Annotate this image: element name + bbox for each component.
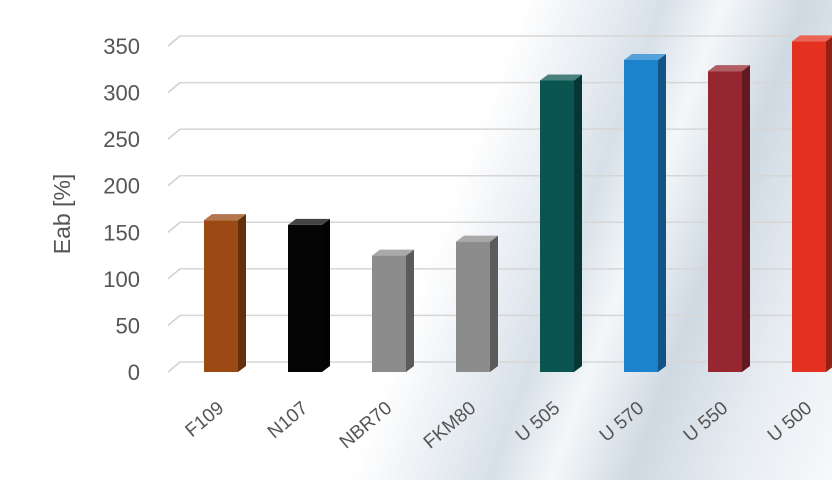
bar-side <box>826 36 832 372</box>
y-tick-labels: 0 50 100 150 200 250 300 350 <box>103 34 140 385</box>
bar <box>624 53 666 372</box>
gridline-depth <box>167 175 181 187</box>
gridline-depth <box>167 268 181 280</box>
gridline-depth <box>167 128 181 140</box>
bar-side <box>574 74 582 372</box>
gridline-depth <box>167 361 181 373</box>
gridline-depth <box>167 35 181 47</box>
bar-top <box>372 249 414 256</box>
bar-side <box>322 218 330 372</box>
bar-front <box>456 241 490 372</box>
y-tick-label: 250 <box>103 127 140 152</box>
bar-front <box>624 59 658 372</box>
bar-top <box>624 53 666 60</box>
y-tick-label: 300 <box>103 81 140 106</box>
y-tick-label: 350 <box>103 34 140 59</box>
y-tick-label: 0 <box>128 360 140 385</box>
bar <box>372 249 414 372</box>
x-tick-label: FKM80 <box>420 398 480 453</box>
bar-front <box>792 41 826 372</box>
x-tick-label: F109 <box>182 398 229 442</box>
x-tick-label: U 550 <box>680 398 732 447</box>
bar-top <box>540 74 582 81</box>
gridline-depth <box>167 81 181 94</box>
bar-front <box>540 80 574 372</box>
bar-top <box>288 218 330 225</box>
x-tick-label: U 505 <box>512 398 564 447</box>
gridline-depth <box>167 221 181 233</box>
bar-side <box>490 235 498 372</box>
bar <box>204 214 246 372</box>
y-tick-label: 100 <box>103 267 140 292</box>
bar <box>456 235 498 372</box>
bar <box>708 65 750 373</box>
bar-side <box>406 249 414 372</box>
bar-side <box>742 65 750 373</box>
bar-front <box>708 71 742 373</box>
gridline-depth <box>167 314 181 327</box>
y-tick-label: 200 <box>103 174 140 199</box>
bar <box>288 218 330 372</box>
bar-side <box>658 53 666 372</box>
y-tick-label: 50 <box>116 313 140 338</box>
y-tick-label: 150 <box>103 220 140 245</box>
x-tick-labels: F109 N107 NBR70 FKM80 U 505 U 570 U 550 U 500 <box>182 398 817 453</box>
bar <box>792 35 832 372</box>
x-tick-label: U 500 <box>764 398 816 447</box>
bar-top <box>792 35 832 42</box>
bar-front <box>288 224 322 372</box>
bar-front <box>372 255 406 372</box>
bar-front <box>204 220 238 372</box>
bar-top <box>708 65 750 72</box>
y-axis-label: Eab [%] <box>49 174 75 255</box>
bars <box>204 35 832 373</box>
x-tick-label: U 570 <box>596 398 648 447</box>
bar-top <box>204 214 246 221</box>
bar-side <box>238 214 246 372</box>
bar <box>540 74 582 372</box>
x-tick-label: N107 <box>264 398 312 443</box>
x-tick-label: NBR70 <box>336 398 396 453</box>
bar-top <box>456 235 498 242</box>
